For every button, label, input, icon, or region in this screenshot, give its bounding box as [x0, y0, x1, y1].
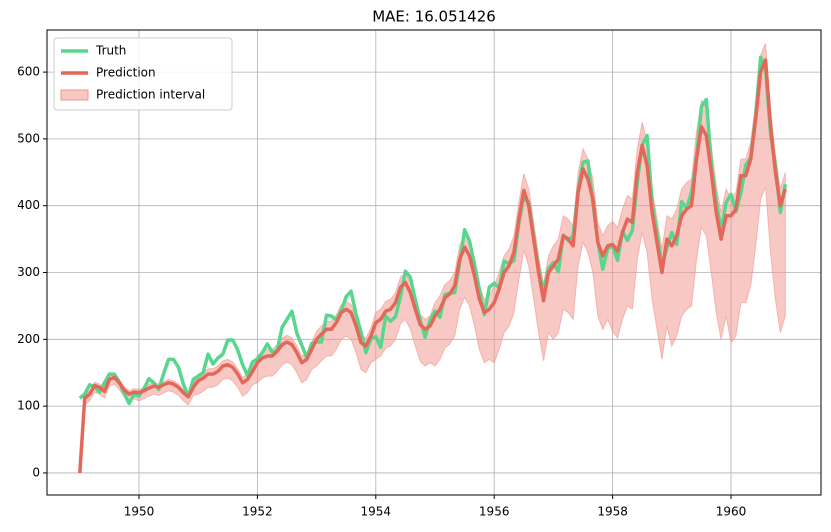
legend-swatch [60, 89, 89, 101]
y-tick-label: 200 [17, 332, 40, 346]
prediction-interval [84, 43, 786, 406]
legend-box [53, 37, 233, 111]
legend-label: Truth [95, 44, 126, 58]
x-tick-label: 1956 [479, 505, 510, 519]
y-tick-label: 300 [17, 265, 40, 279]
y-tick-label: 600 [17, 65, 40, 79]
legend-label: Prediction [96, 66, 156, 80]
legend-label: Prediction interval [96, 88, 205, 102]
x-tick-label: 1952 [242, 505, 273, 519]
y-tick-label: 0 [32, 465, 40, 479]
plot-frame [46, 29, 822, 496]
x-tick-label: 1960 [716, 505, 747, 519]
series-line [78, 58, 787, 474]
chart-title: MAE: 16.051426 [372, 8, 496, 26]
y-tick-label: 400 [17, 198, 40, 212]
y-tick-label: 100 [17, 399, 40, 413]
x-tick-label: 1954 [361, 505, 392, 519]
x-tick-label: 1958 [597, 505, 628, 519]
y-tick-label: 500 [17, 131, 40, 145]
x-tick-label: 1950 [124, 505, 155, 519]
